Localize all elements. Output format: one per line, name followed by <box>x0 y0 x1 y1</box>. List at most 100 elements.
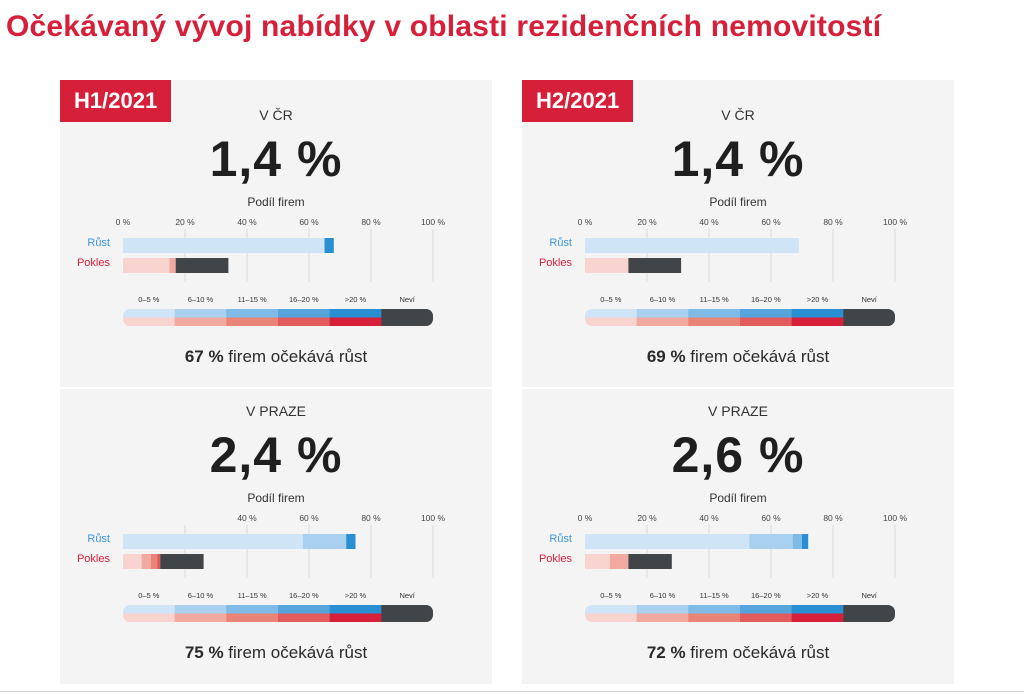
legend-swatch-growth <box>226 309 279 318</box>
growth-summary-text: firem očekává růst <box>228 347 368 366</box>
decline-segment <box>585 258 629 273</box>
legend-swatch-growth <box>740 605 793 614</box>
block-praha: V PRAZE 2,6 % Podíl firem 0 % 20 % 40 % 60 … <box>522 376 954 676</box>
legend-swatch-growth <box>636 605 689 614</box>
growth-share: 72 % <box>646 643 686 662</box>
legend-label: >20 % <box>807 591 829 600</box>
tick-label: 100 % <box>421 217 446 227</box>
legend-swatch-decline <box>123 317 176 326</box>
growth-summary: 67 % firem očekává růst <box>60 347 492 367</box>
expected-change-value: 1,4 % <box>209 131 343 187</box>
legend-label: 16–20 % <box>751 295 781 304</box>
tick-label: 40 % <box>699 513 719 523</box>
legend-swatch-growth <box>740 309 793 318</box>
legend-bar <box>585 309 895 326</box>
unknown-segment <box>628 258 682 273</box>
legend-swatch-decline <box>636 613 689 622</box>
tick-label: 100 % <box>421 513 446 523</box>
legend-bar <box>585 605 895 622</box>
growth-segment <box>585 534 750 549</box>
legend-label: 16–20 % <box>289 295 319 304</box>
row-label-growth: Růst <box>549 533 572 545</box>
legend-label: 0–5 % <box>600 295 622 304</box>
legend-swatch-unknown <box>843 309 895 326</box>
legend-label: 11–15 % <box>238 591 267 600</box>
decline-segment <box>123 554 142 569</box>
legend-label: 6–10 % <box>650 591 676 600</box>
legend-label: Neví <box>399 591 415 600</box>
distribution-chart: 0 % 20 % 40 % 60 % 80 % 100 % Růst Pokles 0–5 % 6… <box>539 513 908 622</box>
axis-caption: Podíl firem <box>247 195 305 209</box>
region-label: V ČR <box>259 107 293 123</box>
page-title: Očekávaný vývoj nabídky v oblasti rezide… <box>6 10 882 43</box>
legend-label: 6–10 % <box>188 591 214 600</box>
panel-h1-2021: H1/2021 V ČR 1,4 % Podíl firem 0 % 20 % 40… <box>60 80 492 684</box>
tick-label: 60 % <box>761 217 781 227</box>
legend-swatch-growth <box>278 309 331 318</box>
legend-label: Neví <box>399 295 415 304</box>
panel-h2-2021: H2/2021 V ČR 1,4 % Podíl firem 0 % 20 % 40… <box>522 80 954 684</box>
legend-label: Neví <box>861 295 877 304</box>
distribution-chart: 0 % 20 % 40 % 60 % 80 % 100 % Růst Pokles 0–5 % 6… <box>539 217 908 326</box>
legend-swatch-growth <box>123 309 176 318</box>
legend-swatch-decline <box>791 613 844 622</box>
legend-label: 6–10 % <box>188 295 214 304</box>
legend-swatch-decline <box>688 613 741 622</box>
legend-swatch-decline <box>585 613 638 622</box>
legend-swatch-decline <box>688 317 741 326</box>
legend-swatch-decline <box>740 317 793 326</box>
tick-label: 40 % <box>699 217 719 227</box>
axis-caption: Podíl firem <box>247 491 305 505</box>
growth-summary-text: firem očekává růst <box>690 347 830 366</box>
legend-label: 0–5 % <box>600 591 622 600</box>
legend-swatch-unknown <box>381 309 433 326</box>
tick-label: 80 % <box>361 513 381 523</box>
tick-label: 100 % <box>883 217 908 227</box>
tick-label: 20 % <box>175 217 195 227</box>
legend-swatch-decline <box>123 613 176 622</box>
legend-swatch-unknown <box>381 605 433 622</box>
legend-label: 0–5 % <box>138 295 160 304</box>
row-label-decline: Pokles <box>77 553 111 565</box>
legend-swatch-decline <box>174 613 227 622</box>
growth-segment <box>302 534 347 549</box>
legend-label: 6–10 % <box>650 295 676 304</box>
legend-label: 11–15 % <box>238 295 267 304</box>
tick-label: 100 % <box>883 513 908 523</box>
growth-segment <box>324 238 334 253</box>
legend-label: 16–20 % <box>751 591 781 600</box>
row-label-decline: Pokles <box>539 257 573 269</box>
region-label: V ČR <box>721 107 755 123</box>
axis-caption: Podíl firem <box>709 491 767 505</box>
growth-segment <box>802 534 809 549</box>
tick-label: 0 % <box>116 217 131 227</box>
growth-summary: 72 % firem očekává růst <box>522 643 954 663</box>
region-label: V PRAZE <box>246 403 306 419</box>
legend-swatch-decline <box>226 317 279 326</box>
decline-segment <box>585 554 610 569</box>
growth-segment <box>585 238 799 253</box>
decline-segment <box>157 554 161 569</box>
legend-swatch-decline <box>740 613 793 622</box>
growth-summary: 75 % firem očekává růst <box>60 643 492 663</box>
period-badge: H1/2021 <box>60 80 172 122</box>
legend-swatch-decline <box>226 613 279 622</box>
legend-swatch-growth <box>278 605 331 614</box>
legend-label: >20 % <box>345 591 367 600</box>
tick-label: 60 % <box>761 513 781 523</box>
axis-caption: Podíl firem <box>709 195 767 209</box>
legend-swatch-growth <box>636 309 689 318</box>
growth-summary-text: firem očekává růst <box>228 643 368 662</box>
panel-divider <box>522 387 954 389</box>
tick-label: 0 % <box>578 513 593 523</box>
legend-swatch-growth <box>174 309 227 318</box>
row-label-decline: Pokles <box>77 257 111 269</box>
decline-segment <box>123 258 170 273</box>
tick-label: 0 % <box>578 217 593 227</box>
legend-swatch-growth <box>688 605 741 614</box>
panel-divider <box>60 387 492 389</box>
unknown-segment <box>160 554 204 569</box>
block-praha: V PRAZE 2,4 % Podíl firem 40 % 60 % 80 % 10… <box>60 376 492 676</box>
decline-segment <box>150 554 158 569</box>
legend-label: >20 % <box>807 295 829 304</box>
